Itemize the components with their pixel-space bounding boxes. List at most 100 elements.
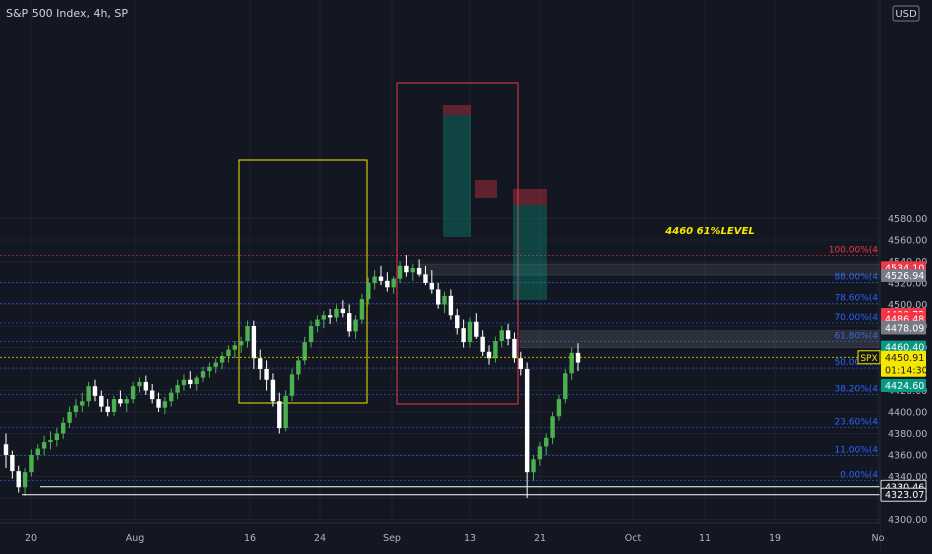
candle [435, 283, 441, 309]
svg-text:4330.46: 4330.46 [885, 482, 924, 493]
candle [404, 255, 409, 277]
time-tick: 19 [769, 533, 781, 544]
candle [556, 394, 562, 421]
candle [73, 399, 79, 418]
candle [251, 320, 257, 369]
candle [29, 449, 34, 477]
price-tick: 4340.00 [888, 472, 927, 483]
price-label: 4526.94 [881, 269, 926, 283]
candle [296, 356, 301, 380]
candle [200, 366, 206, 382]
time-axis[interactable]: 20 Aug 16 24 Sep 13 21 Oct 11 19 No [0, 522, 885, 550]
time-tick: Oct [625, 533, 642, 544]
price-tick: 4300.00 [888, 515, 927, 526]
candle [486, 345, 492, 365]
candle [391, 276, 396, 294]
candle [467, 317, 473, 348]
candle [258, 349, 263, 380]
time-tick: 24 [314, 533, 326, 544]
candle [3, 433, 9, 468]
candle [499, 326, 504, 348]
candle [137, 377, 142, 393]
target-zone[interactable] [443, 115, 471, 237]
symbol-badge[interactable]: SPX [857, 350, 881, 365]
candle [188, 371, 193, 389]
time-tick: Sep [383, 533, 401, 544]
candle [61, 417, 66, 439]
candle [80, 392, 85, 412]
stop-zone[interactable] [513, 189, 547, 205]
candle [537, 442, 543, 466]
candle [480, 330, 485, 357]
candle [22, 467, 28, 496]
fibonacci-retracement[interactable]: 100.00%(4 88.00%(4 78.60%(4 70.00%(4 61.80%(… [0, 245, 880, 481]
candle [169, 388, 174, 407]
fib61-zone[interactable] [519, 329, 881, 348]
candle [416, 259, 422, 277]
candle [35, 444, 40, 461]
candle [366, 277, 371, 305]
candle [270, 373, 276, 407]
candle [213, 358, 218, 374]
candle [334, 304, 339, 322]
candle [524, 362, 530, 498]
candle [442, 291, 447, 314]
candle [575, 343, 581, 372]
price-tick: 4380.00 [888, 429, 927, 440]
candle [219, 351, 225, 369]
candle [181, 374, 187, 391]
stop-zone[interactable] [475, 180, 497, 198]
candle [289, 369, 295, 402]
candle [308, 320, 314, 348]
candle [347, 304, 352, 337]
candle [359, 293, 365, 324]
time-tick: 16 [244, 533, 256, 544]
candle [429, 270, 435, 294]
candle [353, 315, 358, 339]
candle [423, 265, 428, 286]
candles-layer [3, 255, 581, 498]
fib-label: 11.00%(4 [834, 446, 878, 456]
candle [283, 390, 288, 432]
time-tick: 13 [464, 533, 476, 544]
price-tick: 4400.00 [888, 408, 927, 419]
fib-label: 23.60%(4 [834, 417, 878, 427]
fib-label: 70.00%(4 [834, 313, 878, 323]
candle [563, 369, 568, 404]
target-zone[interactable] [513, 205, 547, 300]
candle [41, 435, 47, 455]
resistance-zone[interactable] [419, 263, 881, 276]
annotation-box[interactable]: 4460 61%LEVEL [664, 226, 754, 237]
candle [149, 384, 155, 404]
distribution-box[interactable] [396, 82, 519, 405]
fib-label: 78.60%(4 [834, 294, 878, 304]
stop-zone[interactable] [443, 105, 471, 115]
fib-label: 0.00%(4 [840, 470, 878, 480]
svg-text:4526.94: 4526.94 [885, 271, 924, 282]
candle [327, 308, 333, 324]
zones-layer[interactable] [238, 82, 881, 405]
candle [448, 289, 454, 320]
candle [245, 320, 250, 348]
candle [124, 395, 129, 412]
fib-label: 61.80%(4 [834, 331, 878, 341]
price-tick: 4580.00 [888, 214, 927, 225]
consolidation-box[interactable] [238, 159, 368, 404]
candle [569, 347, 574, 380]
svg-text:4323.07: 4323.07 [885, 490, 924, 501]
time-tick: Aug [126, 533, 145, 544]
fib-label: 88.00%(4 [834, 272, 878, 282]
candle [207, 362, 212, 378]
svg-text:4486.48: 4486.48 [885, 315, 924, 326]
candle [518, 351, 523, 376]
candle [175, 379, 180, 400]
horizontal-lines[interactable] [0, 356, 880, 496]
candle [302, 336, 307, 365]
currency-badge[interactable]: USD [892, 5, 920, 22]
candle [512, 332, 517, 363]
price-tick: 4360.00 [888, 451, 927, 462]
candle [99, 390, 104, 412]
